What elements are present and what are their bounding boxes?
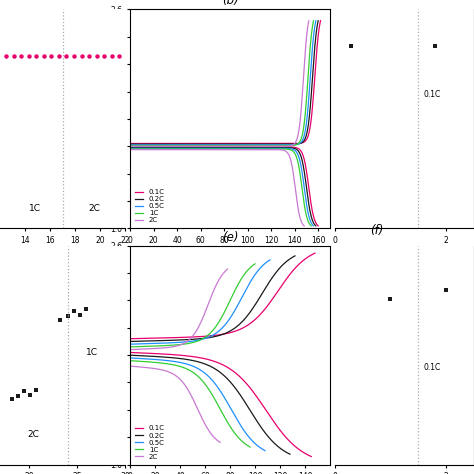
Text: 0.1C: 0.1C — [424, 90, 441, 99]
X-axis label: Specific capacity (mAh/g): Specific capacity (mAh/g) — [172, 250, 288, 259]
Legend: 0.1C, 0.2C, 0.5C, 1C, 2C: 0.1C, 0.2C, 0.5C, 1C, 2C — [134, 188, 166, 225]
Y-axis label: Voltage (V): Voltage (V) — [96, 330, 105, 380]
Text: 1C: 1C — [29, 204, 41, 213]
Text: 2C: 2C — [28, 430, 40, 439]
Text: 1C: 1C — [86, 348, 98, 357]
Text: (f): (f) — [370, 224, 383, 237]
Text: 0.1C: 0.1C — [424, 363, 441, 372]
Text: (c): (c) — [369, 0, 384, 1]
Text: (e): (e) — [222, 230, 238, 244]
Legend: 0.1C, 0.2C, 0.5C, 1C, 2C: 0.1C, 0.2C, 0.5C, 1C, 2C — [134, 424, 166, 461]
Y-axis label: Voltage (V): Voltage (V) — [96, 94, 105, 144]
Text: 2C: 2C — [88, 204, 100, 213]
Text: (b): (b) — [222, 0, 238, 7]
